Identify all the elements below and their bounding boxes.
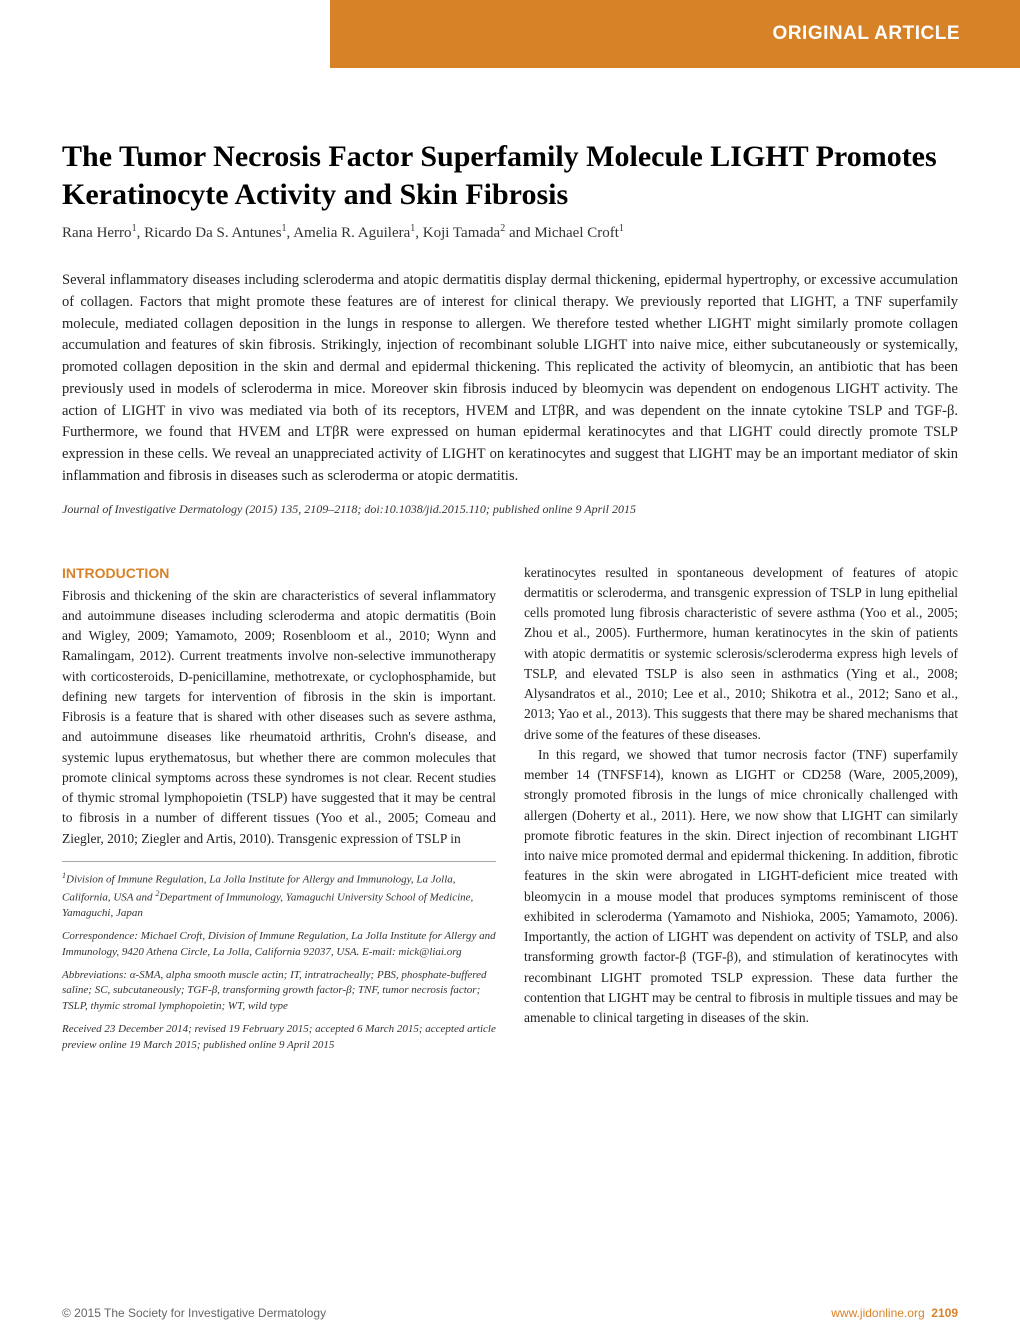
footer-page-number: 2109 <box>931 1306 958 1320</box>
footer-copyright: © 2015 The Society for Investigative Der… <box>62 1306 326 1320</box>
authors-line: Rana Herro1, Ricardo Da S. Antunes1, Ame… <box>62 223 958 242</box>
article-content: The Tumor Necrosis Factor Superfamily Mo… <box>0 68 1020 1061</box>
body-columns: INTRODUCTION Fibrosis and thickening of … <box>62 563 958 1061</box>
introduction-heading: INTRODUCTION <box>62 563 496 584</box>
column-left: INTRODUCTION Fibrosis and thickening of … <box>62 563 496 1061</box>
abbreviations-footnote: Abbreviations: α-SMA, alpha smooth muscl… <box>62 968 496 1014</box>
column-right: keratinocytes resulted in spontaneous de… <box>524 563 958 1061</box>
article-title: The Tumor Necrosis Factor Superfamily Mo… <box>62 138 958 213</box>
citation-line: Journal of Investigative Dermatology (20… <box>62 502 958 517</box>
header-banner: ORIGINAL ARTICLE <box>330 0 1020 68</box>
intro-paragraph-1: Fibrosis and thickening of the skin are … <box>62 586 496 849</box>
footnotes-block: 1Division of Immune Regulation, La Jolla… <box>62 861 496 1053</box>
intro-paragraph-2: keratinocytes resulted in spontaneous de… <box>524 563 958 745</box>
received-footnote: Received 23 December 2014; revised 19 Fe… <box>62 1022 496 1053</box>
intro-paragraph-3: In this regard, we showed that tumor nec… <box>524 745 958 1029</box>
footer-url: www.jidonline.org <box>831 1306 924 1320</box>
page-footer: © 2015 The Society for Investigative Der… <box>62 1306 958 1320</box>
article-type-label: ORIGINAL ARTICLE <box>773 23 960 45</box>
abstract-text: Several inflammatory diseases including … <box>62 270 958 488</box>
footer-right: www.jidonline.org 2109 <box>831 1306 958 1320</box>
correspondence-footnote: Correspondence: Michael Croft, Division … <box>62 929 496 960</box>
affiliations-footnote: 1Division of Immune Regulation, La Jolla… <box>62 870 496 921</box>
